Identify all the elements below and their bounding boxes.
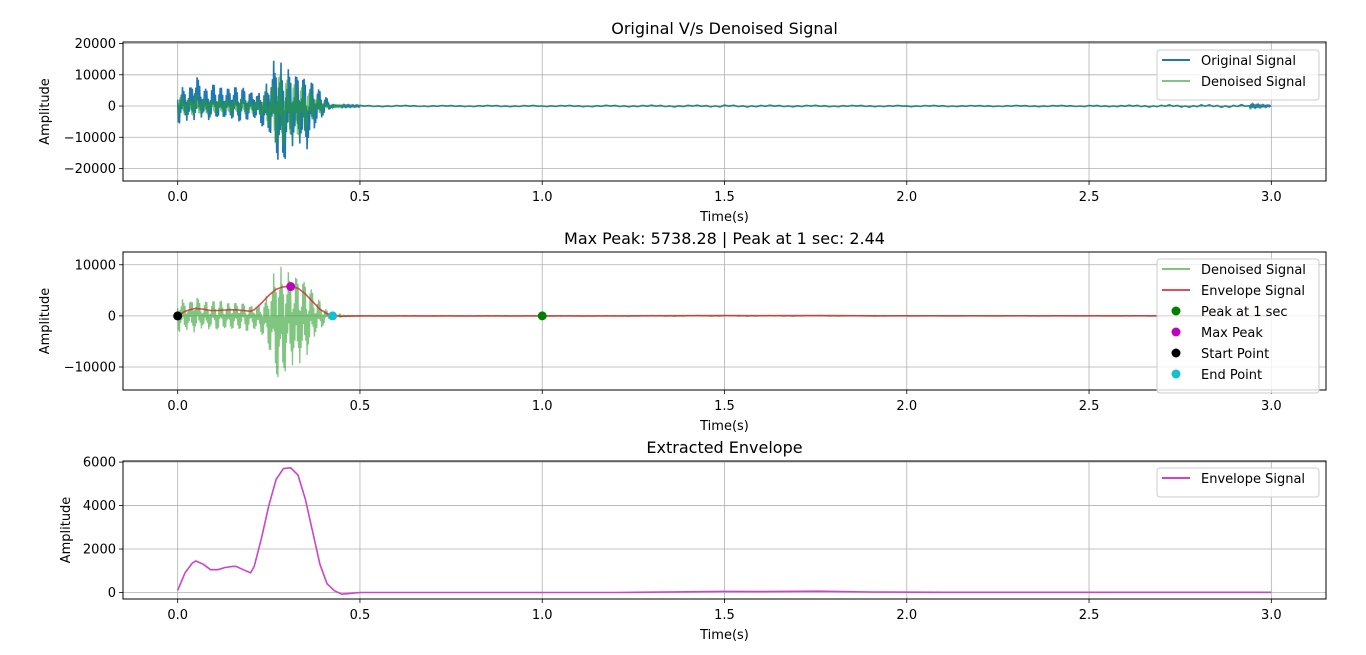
y-tick-label: 0 — [108, 586, 116, 601]
x-tick-label: 1.0 — [532, 190, 553, 205]
x-tick-label: 1.5 — [714, 399, 735, 414]
legend-label: Peak at 1 sec — [1201, 305, 1288, 320]
legend-marker — [1171, 306, 1181, 316]
x-tick-label: 1.5 — [714, 608, 735, 623]
x-tick-label: 3.0 — [1261, 399, 1282, 414]
legend-marker — [1171, 327, 1181, 337]
x-tick-label: 0.5 — [350, 190, 371, 205]
marker-end-point — [328, 311, 338, 321]
series-line-envelope-signal — [176, 467, 1272, 595]
y-tick-label: 10000 — [75, 68, 116, 83]
legend: Original Signal Denoised Signal — [1156, 49, 1320, 101]
chart-title: Extracted Envelope — [646, 438, 802, 457]
series-line-envelope-signal — [177, 285, 1272, 318]
x-tick-label: 1.5 — [714, 190, 735, 205]
x-tick-label: 1.0 — [532, 399, 553, 414]
y-tick-label: 0 — [108, 309, 116, 324]
legend-label: End Point — [1201, 368, 1262, 383]
legend-label: Envelope Signal — [1201, 472, 1305, 487]
x-axis-label: Time(s) — [699, 419, 749, 434]
y-tick-label: 2000 — [83, 543, 116, 558]
x-tick-label: 2.0 — [896, 608, 917, 623]
marker-max-peak — [286, 282, 296, 292]
series-line-denoised-signal — [177, 75, 1267, 146]
x-tick-label: 0.5 — [350, 608, 371, 623]
marker-start-point — [173, 311, 183, 321]
y-tick-label: 6000 — [83, 456, 116, 471]
x-tick-label: 2.5 — [1079, 399, 1100, 414]
legend-label: Original Signal — [1201, 54, 1296, 69]
legend-label: Denoised Signal — [1201, 75, 1306, 90]
chart-title: Original V/s Denoised Signal — [611, 19, 838, 38]
subplot-2: 0.0 0.5 1.0 1.5 2.0 2.5 3.0 −10000 0 10000 Max Pea… — [38, 229, 1327, 434]
x-tick-label: 2.0 — [896, 399, 917, 414]
legend-label: Envelope Signal — [1201, 284, 1305, 299]
x-tick-label: 3.0 — [1261, 190, 1282, 205]
chart-title: Max Peak: 5738.28 | Peak at 1 sec: 2.44 — [564, 229, 885, 248]
legend-label: Start Point — [1201, 347, 1269, 362]
legend-marker — [1171, 348, 1181, 358]
subplot-3: 0.0 0.5 1.0 1.5 2.0 2.5 3.0 0 2000 4000 6000 Extrac… — [59, 438, 1327, 643]
marker-peak-at-1-sec — [537, 311, 547, 321]
x-tick-label: 1.0 — [532, 608, 553, 623]
y-axis-label: Amplitude — [59, 497, 74, 564]
series-line-denoised-signal — [177, 266, 1267, 378]
x-axis-label: Time(s) — [699, 210, 749, 225]
subplot-1: 0.0 0.5 1.0 1.5 2.0 2.5 3.0 −20000 −10000 0 10000 2… — [38, 19, 1327, 225]
legend-box — [1156, 258, 1320, 394]
y-axis-label: Amplitude — [38, 288, 53, 355]
legend-label: Denoised Signal — [1201, 263, 1306, 278]
y-tick-label: −10000 — [64, 361, 116, 376]
legend: Envelope Signal — [1156, 467, 1320, 498]
plot-area — [173, 266, 1272, 378]
plot-area — [176, 467, 1272, 595]
x-tick-label: 0.5 — [350, 399, 371, 414]
x-tick-label: 3.0 — [1261, 608, 1282, 623]
y-tick-label: 20000 — [75, 37, 116, 52]
x-tick-label: 2.5 — [1079, 608, 1100, 623]
legend-box — [1156, 467, 1320, 498]
legend: Denoised Signal Envelope Signal Peak at 1 … — [1156, 258, 1320, 394]
x-tick-label: 0.0 — [167, 399, 188, 414]
x-tick-label: 2.0 — [896, 190, 917, 205]
x-tick-label: 2.5 — [1079, 190, 1100, 205]
legend-label: Max Peak — [1201, 326, 1263, 341]
x-axis-label: Time(s) — [699, 628, 749, 643]
x-tick-label: 0.0 — [167, 190, 188, 205]
x-tick-label: 0.0 — [167, 608, 188, 623]
y-axis-label: Amplitude — [38, 78, 53, 145]
y-tick-label: −10000 — [64, 131, 116, 146]
y-tick-label: −20000 — [64, 162, 116, 177]
plot-area — [176, 60, 1272, 160]
y-tick-label: 0 — [108, 100, 116, 115]
legend-box — [1156, 49, 1320, 101]
y-tick-label: 4000 — [83, 499, 116, 514]
legend-marker — [1171, 369, 1181, 379]
y-tick-label: 10000 — [75, 258, 116, 273]
